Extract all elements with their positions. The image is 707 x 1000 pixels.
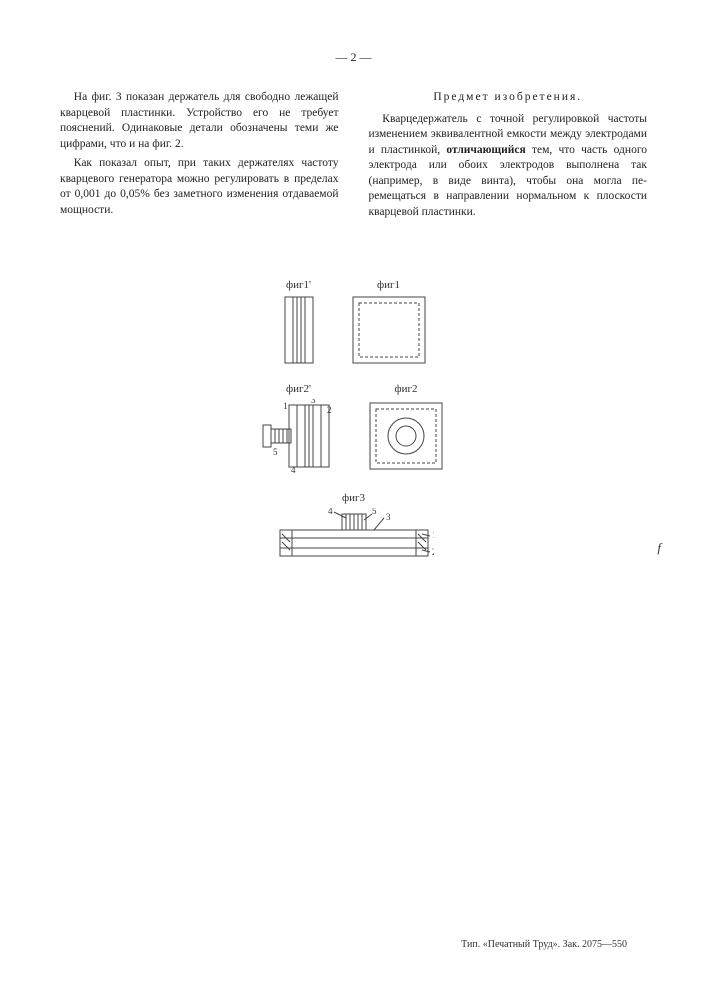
fig2p-label: фиг2' [286, 383, 311, 395]
fig3-num3: 3 [386, 512, 391, 522]
fig2p-num3: 3 [311, 399, 316, 405]
left-column: На фиг. 3 показан держатель для свободно… [60, 90, 339, 224]
page-number: — 2 — [60, 50, 647, 65]
fig1-label: фиг1 [377, 279, 400, 291]
page: — 2 — На фиг. 3 показан держатель для св… [0, 0, 707, 1000]
fig2p-num1: 1 [283, 401, 288, 411]
fig3-num4: 4 [328, 508, 333, 516]
text-columns: На фиг. 3 показан держатель для свободно… [60, 90, 647, 224]
figures-area: фиг1' фиг1 [60, 279, 647, 563]
left-p1: На фиг. 3 показан держатель для свободно… [60, 90, 339, 152]
fig2-drawing [366, 399, 446, 474]
fig3-num2: 2 [432, 547, 434, 557]
printer-footer: Тип. «Печатный Труд». Зак. 2075—550 [461, 939, 627, 950]
fig1-drawing [349, 295, 429, 365]
fig2-label: фиг2 [394, 383, 417, 395]
stray-mark: f [657, 540, 661, 556]
fig3-num5: 5 [372, 508, 377, 516]
figure-row-3: фиг3 [274, 492, 434, 563]
fig1-prime: фиг1' [279, 279, 319, 365]
fig2p-num2: 2 [327, 405, 332, 415]
fig2: фиг2 [366, 383, 446, 474]
fig3-num1: 1 [432, 530, 434, 540]
fig3-drawing: 4 5 3 1 2 [274, 508, 434, 563]
fig1: фиг1 [349, 279, 429, 365]
left-p2: Как показал опыт, при таких дер­жателях … [60, 156, 339, 218]
fig2p-num4: 4 [291, 465, 296, 474]
fig2p-drawing: 1 2 3 4 5 [261, 399, 336, 474]
fig2-prime: фиг2' [261, 383, 336, 474]
claims-title: Предмет изобретения. [369, 90, 648, 106]
fig2p-num5: 5 [273, 447, 278, 457]
right-column: Предмет изобретения. Кварцедержатель с т… [369, 90, 648, 224]
right-p1-bold: отличающийся [446, 144, 525, 156]
fig3: фиг3 [274, 492, 434, 563]
fig3-label: фиг3 [342, 492, 365, 504]
figure-row-1: фиг1' фиг1 [279, 279, 429, 365]
right-p1: Кварцедержатель с точной регули­ровкой ч… [369, 112, 648, 221]
fig1p-drawing [279, 295, 319, 365]
figure-row-2: фиг2' [261, 383, 446, 474]
fig1p-label: фиг1' [286, 279, 311, 291]
